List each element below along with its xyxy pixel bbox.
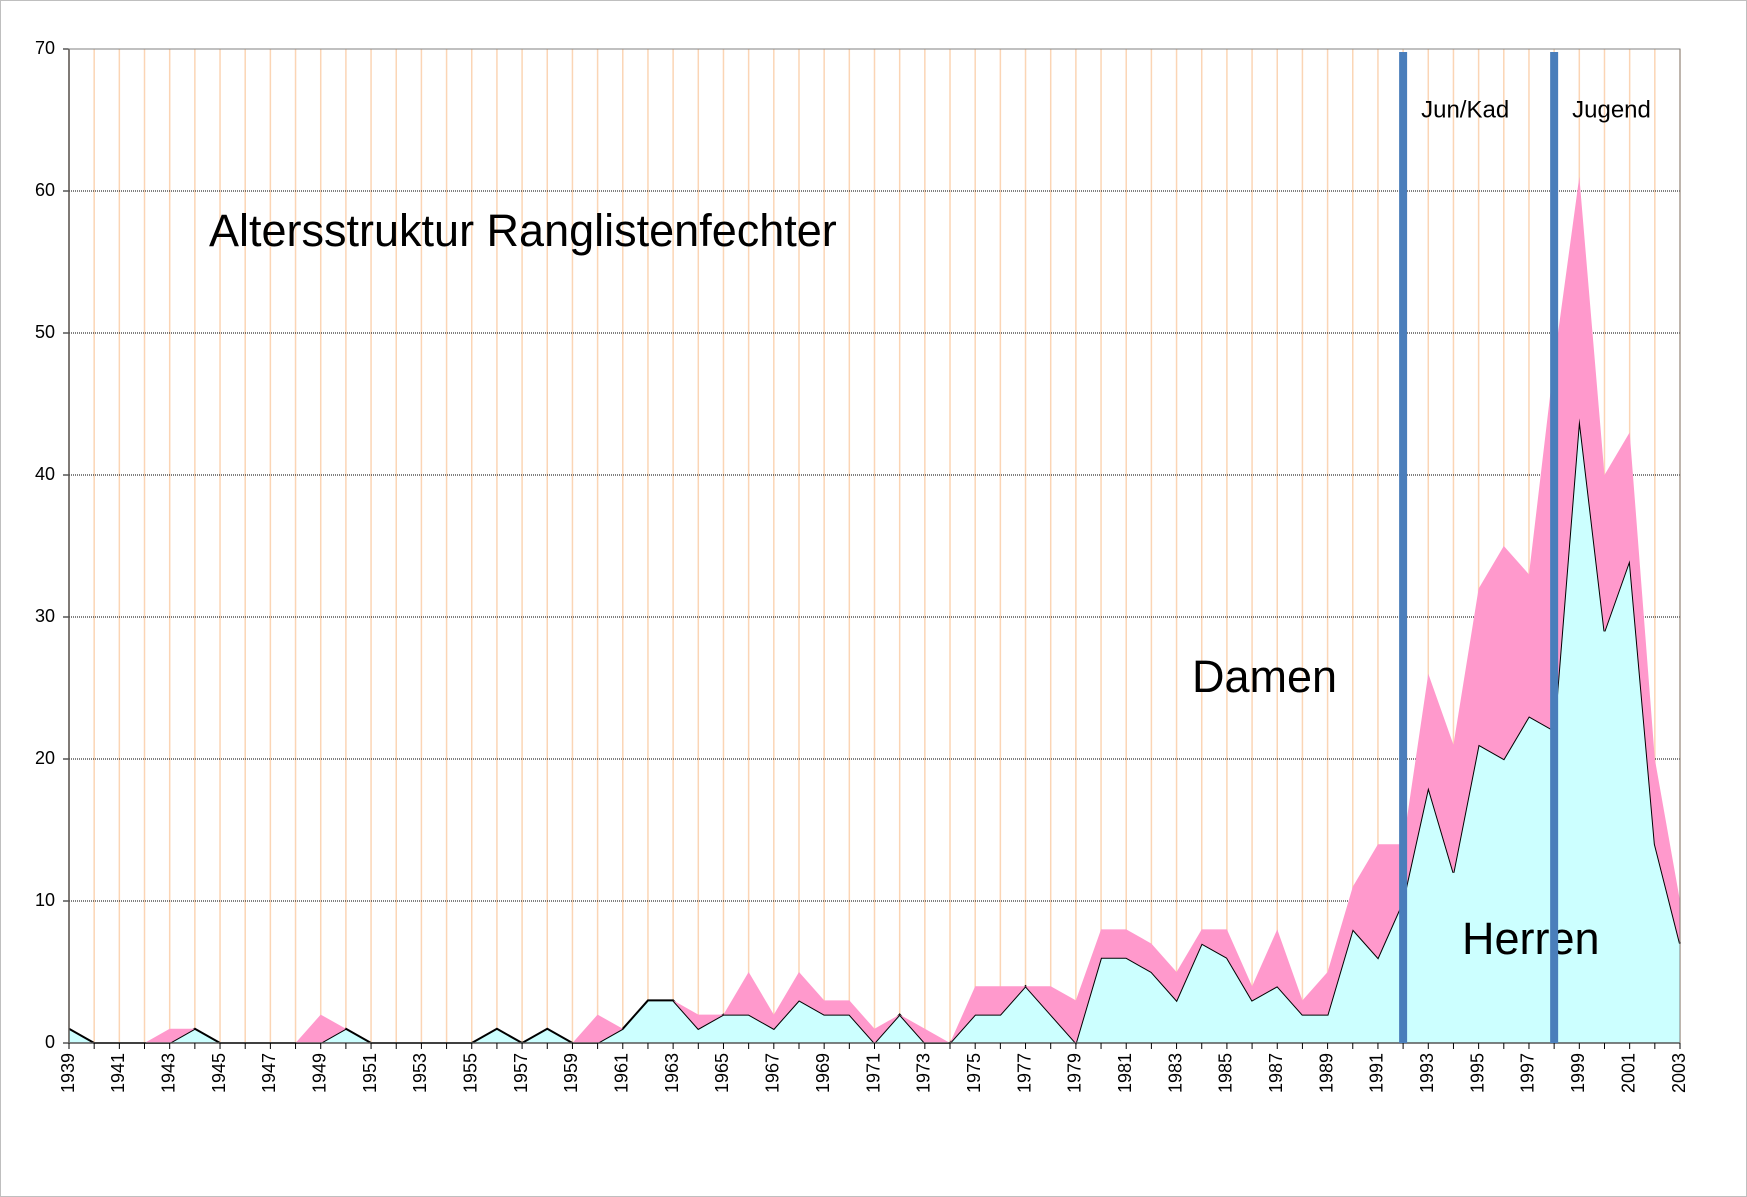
x-tick-label: 1959 [561,1053,581,1093]
x-tick-label: 1971 [863,1053,883,1093]
marker-label: Jun/Kad [1421,96,1509,123]
x-tick-label: 1995 [1467,1053,1487,1093]
x-tick-label: 1953 [410,1053,430,1093]
chart-title: Altersstruktur Ranglistenfechter [209,205,837,256]
annotation: Herren [1462,913,1600,964]
marker-label: Jugend [1572,96,1651,123]
y-tick-label: 40 [35,464,55,484]
y-tick-label: 10 [35,890,55,910]
x-tick-label: 1963 [662,1053,682,1093]
x-tick-label: 1977 [1014,1053,1034,1093]
annotation: Damen [1192,651,1337,702]
x-tick-label: 1973 [914,1053,934,1093]
x-tick-label: 1979 [1065,1053,1085,1093]
x-tick-label: 2003 [1669,1053,1689,1093]
x-tick-label: 2001 [1618,1053,1638,1093]
x-tick-label: 1955 [461,1053,481,1093]
x-tick-label: 1941 [108,1053,128,1093]
x-tick-label: 1951 [360,1053,380,1093]
x-tick-label: 1981 [1115,1053,1135,1093]
y-tick-label: 20 [35,748,55,768]
x-tick-label: 1983 [1165,1053,1185,1093]
x-tick-label: 1965 [712,1053,732,1093]
y-tick-label: 70 [35,38,55,58]
x-tick-label: 1999 [1568,1053,1588,1093]
x-tick-label: 1993 [1417,1053,1437,1093]
x-tick-label: 1991 [1367,1053,1387,1093]
x-tick-label: 1947 [259,1053,279,1093]
x-tick-label: 1949 [309,1053,329,1093]
x-tick-label: 1975 [964,1053,984,1093]
x-tick-label: 1945 [209,1053,229,1093]
x-tick-label: 1943 [158,1053,178,1093]
area-herren [69,418,1680,1043]
x-tick-label: 1939 [58,1053,78,1093]
x-tick-label: 1987 [1266,1053,1286,1093]
y-tick-label: 50 [35,322,55,342]
x-tick-label: 1997 [1518,1053,1538,1093]
y-tick-label: 0 [45,1032,55,1052]
y-tick-label: 30 [35,606,55,626]
x-tick-label: 1957 [511,1053,531,1093]
x-tick-label: 1967 [763,1053,783,1093]
x-tick-label: 1969 [813,1053,833,1093]
x-tick-label: 1985 [1216,1053,1236,1093]
x-tick-label: 1989 [1316,1053,1336,1093]
y-tick-label: 60 [35,180,55,200]
x-tick-label: 1961 [612,1053,632,1093]
